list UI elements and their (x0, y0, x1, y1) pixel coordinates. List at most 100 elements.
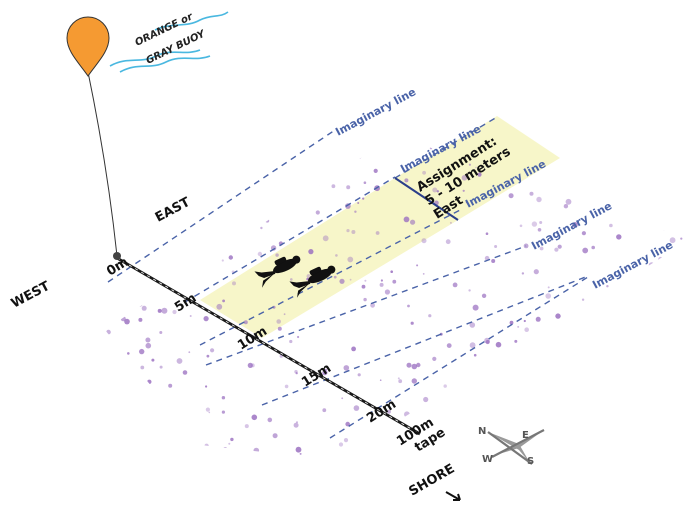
reef-dot (295, 446, 302, 453)
assignment-area (200, 178, 458, 338)
reef-dot (315, 210, 320, 215)
reef-dot (685, 127, 691, 133)
reef-dot (411, 363, 418, 370)
reef-dot (551, 172, 554, 175)
reef-dot (663, 359, 668, 364)
reef-dot (513, 436, 518, 441)
reef-dot (449, 221, 452, 224)
reef-dot (351, 346, 356, 352)
reef-dot (638, 444, 642, 448)
reef-dot (293, 422, 299, 428)
reef-dot (322, 408, 327, 413)
reef-dot (243, 320, 248, 325)
reef-dot (524, 327, 529, 333)
reef-dot (375, 231, 380, 235)
reef-dot (216, 303, 223, 310)
reef-dot (265, 218, 270, 223)
reef-dot (105, 144, 110, 148)
reef-dot (639, 189, 644, 194)
reef-dot (669, 237, 676, 244)
reef-dot (517, 325, 520, 328)
imaginary-line-label-1: Imaginary line (333, 85, 418, 138)
reef-dot (141, 236, 147, 242)
reef-dot (216, 156, 220, 160)
reef-dot (609, 223, 613, 228)
reef-dot (205, 385, 208, 388)
reef-dot (602, 337, 608, 343)
reef-dot (432, 127, 436, 131)
reef-dot (662, 226, 667, 231)
reef-dot (589, 210, 591, 213)
reef-dot (340, 167, 343, 170)
reef-dot (523, 319, 526, 323)
reef-dot (680, 237, 683, 240)
reef-dot (603, 348, 607, 352)
buoy (66, 16, 121, 260)
reef-dot (511, 368, 516, 373)
reef-dot (468, 163, 471, 166)
reef-dot (465, 201, 468, 204)
reef-dot (545, 375, 550, 379)
reef-dot (294, 370, 298, 374)
reef-dot (572, 342, 575, 345)
reef-dot (287, 192, 293, 197)
imaginary-lines (107, 116, 589, 439)
reef-dot (203, 316, 209, 322)
east-label: EAST (153, 195, 193, 226)
reef-dot (254, 211, 260, 217)
reef-dot (606, 285, 609, 288)
reef-dot (507, 180, 510, 183)
reef-dot (133, 160, 136, 163)
reef-dot (138, 317, 143, 322)
reef-dot (283, 313, 286, 316)
reef-dot (135, 208, 137, 210)
reef-dot (121, 208, 125, 213)
reef-dot (347, 256, 354, 263)
reef-dot (422, 273, 425, 275)
imaginary-line-3 (199, 209, 461, 346)
reef-dot (676, 311, 678, 314)
reef-dot (410, 219, 416, 225)
reef-dot (653, 145, 658, 149)
reef-dot (153, 187, 157, 192)
reef-dot (619, 426, 626, 432)
reef-dot (322, 370, 328, 376)
reef-dot (624, 157, 627, 161)
reef-dot (295, 372, 298, 375)
imaginary-line-4 (205, 245, 527, 366)
reef-dot (135, 253, 141, 260)
reef-dot (477, 172, 482, 177)
reef-dot (206, 354, 210, 358)
diver-icon (289, 265, 336, 298)
reef-dot (312, 130, 316, 134)
reef-dot (194, 452, 199, 457)
reef-dot (299, 452, 302, 455)
reef-dot (362, 197, 365, 200)
reef-dot (513, 416, 517, 420)
reef-dot (134, 222, 139, 227)
reef-dot (557, 244, 562, 249)
reef-dot (679, 452, 686, 458)
reef-dot (322, 235, 329, 242)
reef-dot (675, 273, 680, 277)
reef-dot (669, 392, 675, 398)
reef-dot (127, 352, 130, 355)
reef-dot (536, 196, 542, 203)
reef-dot (114, 307, 120, 313)
reef-dot (145, 215, 149, 219)
compass-east: E (522, 430, 529, 441)
reef-dot (554, 247, 559, 252)
reef-dot (555, 313, 561, 319)
reef-dot (545, 293, 551, 299)
reef-dot (324, 368, 327, 371)
reef-dot (631, 401, 636, 405)
water-waves (109, 11, 229, 73)
reef-dot (129, 245, 133, 248)
reef-dot (373, 168, 378, 173)
reef-dot (343, 365, 350, 371)
reef-dot (677, 384, 684, 391)
reef-dot (614, 288, 619, 293)
reef-dot (404, 411, 410, 418)
reef-dot (315, 181, 321, 187)
reef-dot (404, 178, 409, 183)
